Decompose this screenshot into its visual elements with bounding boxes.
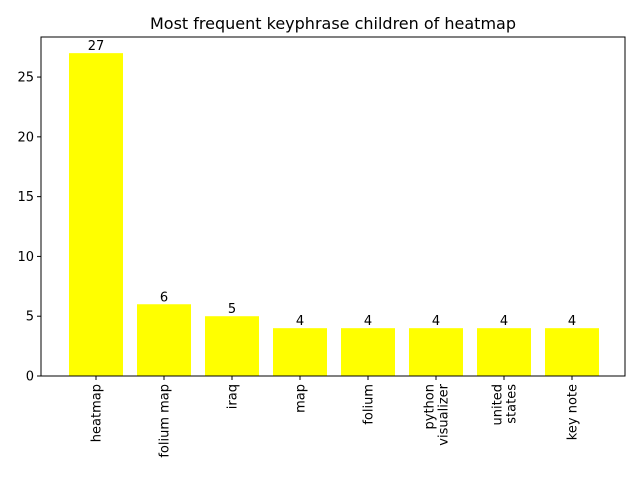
data-label: 27	[88, 39, 105, 54]
data-label: 4	[296, 314, 304, 329]
x-tick-label: folium	[362, 384, 377, 425]
bars-layer	[69, 53, 599, 377]
bar	[69, 53, 123, 377]
x-tick-label: map	[294, 384, 309, 413]
data-label: 4	[500, 314, 508, 329]
x-tick-label: key note	[566, 384, 581, 440]
chart-title: Most frequent keyphrase children of heat…	[150, 14, 516, 33]
y-tick-label: 5	[26, 310, 34, 325]
data-label: 4	[568, 314, 576, 329]
data-label: 5	[228, 302, 236, 317]
bar	[477, 328, 531, 376]
x-tick-label: heatmap	[90, 384, 105, 442]
bar	[545, 328, 599, 376]
y-tick-label: 10	[17, 250, 34, 265]
bar	[137, 304, 191, 376]
data-labels-layer: 27 6 5 4 4 4 4 4	[88, 39, 576, 329]
y-tick-label: 0	[26, 370, 34, 385]
y-axis: 0 5 10 15 20 25	[17, 71, 41, 385]
x-axis: heatmap folium map iraq map folium pythonvisu…	[90, 376, 581, 458]
bar	[205, 316, 259, 376]
y-tick-label: 20	[17, 130, 34, 145]
bar	[341, 328, 395, 376]
x-tick-label: iraq	[226, 384, 241, 409]
data-label: 4	[432, 314, 440, 329]
bar	[273, 328, 327, 376]
y-tick-label: 25	[17, 71, 34, 86]
y-tick-label: 15	[17, 190, 34, 205]
plot-frame	[40, 36, 626, 377]
x-tick-label: unitedstates	[491, 384, 520, 426]
data-label: 4	[364, 314, 372, 329]
x-tick-label: folium map	[158, 384, 173, 458]
x-tick-label: pythonvisualizer	[423, 383, 452, 445]
data-label: 6	[160, 290, 168, 305]
bar	[409, 328, 463, 376]
